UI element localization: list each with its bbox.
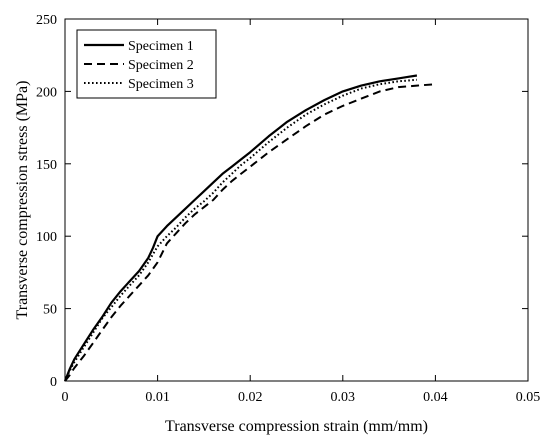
legend-label-specimen-1: Specimen 1	[128, 39, 194, 54]
series-line-specimen-1	[63, 74, 418, 382]
x-tick-label: 0.04	[423, 390, 448, 405]
y-axis-title: Transverse compression stress (MPa)	[14, 81, 31, 320]
y-tick-label: 150	[36, 158, 57, 173]
x-tick-label: 0.05	[516, 390, 541, 405]
series-line-specimen-2	[64, 83, 436, 382]
x-tick-label: 0.03	[331, 390, 356, 405]
y-tick-label: 100	[36, 230, 57, 245]
y-tick-label: 250	[36, 13, 57, 28]
series-layer	[63, 74, 436, 382]
series-line-specimen-3	[64, 78, 417, 382]
x-axis-title: Transverse compression strain (mm/mm)	[165, 418, 428, 435]
legend-label-specimen-3: Specimen 3	[128, 77, 194, 92]
legend-label-specimen-2: Specimen 2	[128, 58, 194, 73]
x-tick-label: 0	[62, 390, 69, 405]
y-tick-label: 200	[36, 85, 57, 100]
y-tick-label: 50	[43, 303, 57, 318]
x-tick-label: 0.02	[238, 390, 263, 405]
plot-frame	[64, 18, 529, 382]
legend: Specimen 1 Specimen 2 Specimen 3	[76, 29, 217, 99]
x-tick-label: 0.01	[145, 390, 170, 405]
y-tick-label: 0	[50, 375, 57, 390]
ticks-layer: 0 0.01 0.02 0.03 0.04 0.05 0 50 100 150 200 250	[36, 13, 540, 405]
